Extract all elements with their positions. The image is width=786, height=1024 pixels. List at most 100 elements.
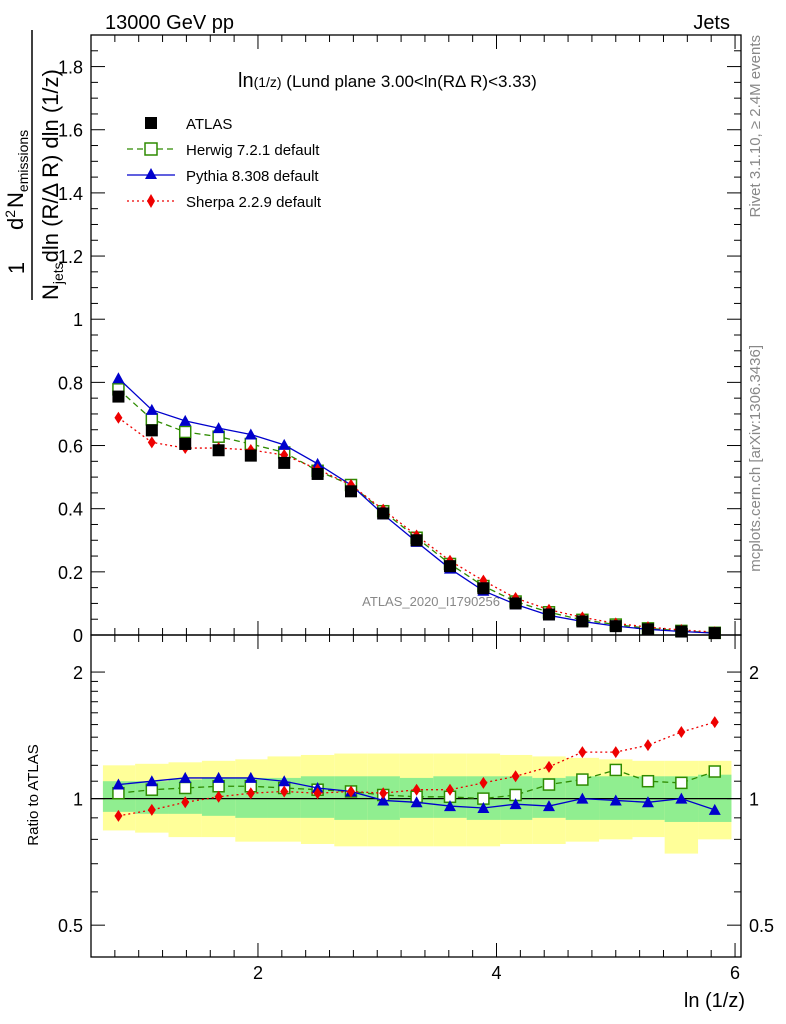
pythia-ratio-point xyxy=(212,771,225,783)
data-point xyxy=(179,437,192,450)
sherpa-point xyxy=(147,436,156,449)
pythia-ratio-point xyxy=(244,771,257,783)
pythia-point xyxy=(212,422,225,434)
pythia-ratio-point xyxy=(278,775,291,787)
side-rivet: Rivet 3.1.10, ≥ 2.4M events xyxy=(747,35,764,218)
pythia-ratio-point xyxy=(377,794,390,806)
axes: 0 0.2 0.4 0.6 0.8 1 1.2 1.4 1.6 1.8 0.5 0.5 1 1 2 2 2 4 6 xyxy=(58,34,774,983)
herwig-ratio-point xyxy=(641,774,655,788)
x-tick-label: 2 xyxy=(253,963,263,983)
header-right: Jets xyxy=(693,12,730,34)
ratio-y-tick-label-right: 2 xyxy=(749,663,759,683)
sherpa-ratio-point xyxy=(412,783,421,796)
sherpa-ratio-point xyxy=(246,787,255,800)
main-ylabel: 1 Njetsdln (R/Δ R) dln (1/z) d2Nemission… xyxy=(2,30,66,300)
y-tick-label: 0.6 xyxy=(58,437,83,457)
data-point xyxy=(576,615,589,628)
data-point xyxy=(641,623,654,636)
legend-item-herwig: Herwig 7.2.1 default xyxy=(127,142,320,159)
data-point xyxy=(212,444,225,457)
herwig-ratio-point xyxy=(542,778,556,791)
pythia-point xyxy=(244,428,257,440)
data-point xyxy=(377,507,390,520)
sherpa-ratio-point xyxy=(677,726,686,739)
side-mcplots: mcplots.cern.ch [arXiv:1306.3436] xyxy=(747,345,764,572)
svg-text:ATLAS: ATLAS xyxy=(186,116,232,133)
sherpa-ratio-point xyxy=(347,785,355,798)
ylabel-den: Njetsdln (R/Δ R) dln (1/z) xyxy=(38,69,66,300)
pythia-ratio-point xyxy=(145,775,158,787)
sherpa-ratio-point xyxy=(544,760,553,773)
sherpa-point xyxy=(114,411,123,424)
data-point xyxy=(345,485,357,498)
ratio-y-tick-label: 1 xyxy=(73,790,83,810)
sherpa-ratio-point xyxy=(578,746,587,759)
sherpa-ratio-point xyxy=(313,787,322,800)
data-point xyxy=(509,597,522,610)
data-point xyxy=(145,424,158,437)
pythia-ratio-point xyxy=(112,778,125,790)
sherpa-ratio-point xyxy=(479,776,488,789)
y-tick-label: 1.8 xyxy=(58,58,83,78)
pythia-ratio-point xyxy=(477,801,490,813)
data-point xyxy=(311,467,324,480)
main-plot xyxy=(112,372,722,640)
svg-text:Sherpa 2.2.9 default: Sherpa 2.2.9 default xyxy=(186,194,322,211)
y-tick-label: 0.2 xyxy=(58,563,83,583)
herwig-ratio-point xyxy=(609,763,623,777)
legend-item-sherpa: Sherpa 2.2.9 default xyxy=(127,194,322,211)
pythia-point xyxy=(278,438,291,450)
data-point xyxy=(244,449,257,462)
data-point xyxy=(675,625,688,638)
pythia-ratio-point xyxy=(576,792,589,804)
pythia-ratio-point xyxy=(410,796,423,808)
ratio-y-tick-label-right: 1 xyxy=(749,790,759,810)
ratio-plot xyxy=(112,716,722,822)
svg-text:Pythia 8.308 default: Pythia 8.308 default xyxy=(186,168,319,185)
pythia-ratio-point xyxy=(675,792,688,804)
data-point xyxy=(542,608,555,621)
pythia-ratio-point xyxy=(443,800,456,812)
sherpa-ratio-point xyxy=(114,809,123,822)
sherpa-ratio-point xyxy=(280,785,289,798)
sherpa-ratio-point xyxy=(710,716,719,729)
herwig-point xyxy=(145,413,159,426)
pythia-ratio-point xyxy=(708,803,721,815)
plot-title: ln(1/z) (Lund plane 3.00<ln(RΔ R)<3.33) xyxy=(238,70,537,92)
sherpa-ratio-point xyxy=(611,746,620,759)
herwig-point xyxy=(178,425,192,439)
x-tick-label: 6 xyxy=(730,963,740,983)
ratio-y-tick-label: 0.5 xyxy=(58,916,83,936)
analysis-id: ATLAS_2020_I1790256 xyxy=(362,594,500,609)
data-point xyxy=(708,627,721,640)
pythia-ratio-point xyxy=(609,794,622,806)
header-left: 13000 GeV pp xyxy=(105,12,234,34)
ratio-y-tick-label-right: 0.5 xyxy=(749,916,774,936)
pythia-point xyxy=(179,414,192,426)
ratio-ylabel: Ratio to ATLAS xyxy=(25,744,42,845)
sherpa-ratio-point xyxy=(643,739,652,752)
y-tick-label: 1.4 xyxy=(58,184,83,204)
herwig-ratio-point xyxy=(576,773,589,786)
pythia-ratio-point xyxy=(509,798,522,810)
data-point xyxy=(278,456,291,469)
data-point xyxy=(443,560,456,573)
pythia-point xyxy=(112,372,125,384)
y-tick-label: 0 xyxy=(73,626,83,646)
sherpa-ratio-point xyxy=(445,783,454,796)
pythia-point xyxy=(145,403,158,415)
pythia-ratio-point xyxy=(179,771,192,783)
y-tick-label: 1.2 xyxy=(58,247,83,267)
data-point xyxy=(477,582,490,595)
x-axis-label: ln (1/z) xyxy=(684,990,745,1012)
sherpa-ratio-point xyxy=(181,796,190,809)
sherpa-ratio-point xyxy=(147,803,156,816)
data-point xyxy=(112,390,125,403)
y-tick-label: 1 xyxy=(73,310,83,330)
y-tick-label: 1.6 xyxy=(58,121,83,141)
ratio-y-tick-label: 2 xyxy=(73,663,83,683)
ylabel-num: d2Nemissions xyxy=(2,130,31,230)
x-tick-label: 4 xyxy=(491,963,501,983)
y-tick-label: 0.8 xyxy=(58,373,83,393)
